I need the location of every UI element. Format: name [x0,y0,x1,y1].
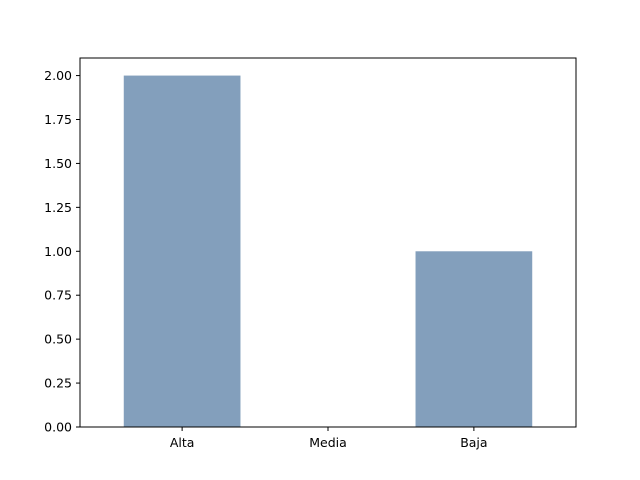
y-tick-label: 1.50 [44,156,72,171]
y-tick-label: 1.00 [44,244,72,259]
y-axis: 0.00 0.25 0.50 0.75 1.00 1.25 1.50 1.75 2.00 [44,68,80,435]
y-tick-label: 1.25 [44,200,72,215]
y-tick-label: 1.75 [44,112,72,127]
bars-group [123,75,533,428]
y-tick-label: 0.00 [44,420,72,435]
x-tick-label: Alta [170,435,195,450]
x-tick-label: Baja [460,435,487,450]
y-tick-label: 0.75 [44,288,72,303]
x-axis: Alta Media Baja [170,427,488,450]
y-tick-label: 0.25 [44,376,72,391]
bar-alta [123,75,241,428]
y-tick-label: 0.50 [44,332,72,347]
bar-baja [415,251,533,427]
y-tick-label: 2.00 [44,68,72,83]
x-tick-label: Media [309,435,347,450]
